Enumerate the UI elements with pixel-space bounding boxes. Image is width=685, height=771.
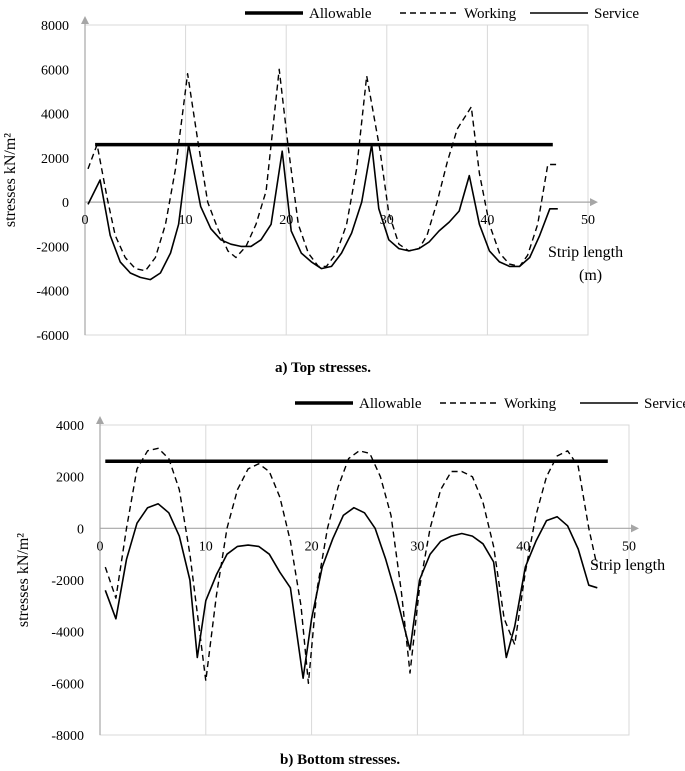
- y-tick-label: -6000: [51, 677, 84, 692]
- series-line-service: [104, 502, 598, 680]
- x-tick-label: 0: [97, 539, 104, 554]
- x-tick-label: 30: [410, 539, 424, 554]
- x-tick-label: 10: [199, 539, 213, 554]
- chart-top-stresses: 0 10 20 30 40 50-6000-4000-200002000400060008…: [2, 6, 639, 376]
- y-tick-label: 2000: [56, 471, 84, 486]
- y-tick-label: 8000: [41, 19, 69, 34]
- y-tick-label: 6000: [41, 63, 69, 78]
- y-axis-label: stresses kN/m²: [15, 533, 32, 627]
- y-tick-label: -2000: [51, 574, 84, 589]
- x-tick-label: 40: [480, 213, 494, 228]
- x-tick-label: 20: [305, 539, 319, 554]
- legend-label: Working: [504, 396, 557, 412]
- legend-label: Allowable: [359, 396, 422, 412]
- y-tick-label: 2000: [41, 152, 69, 167]
- y-tick-label: -2000: [36, 240, 69, 255]
- x-tick-label: 40: [516, 539, 530, 554]
- y-tick-label: 4000: [56, 419, 84, 434]
- x-axis-label: Strip length: [590, 557, 665, 574]
- series-line-service: [87, 143, 558, 281]
- y-tick-label: -4000: [51, 626, 84, 641]
- y-tick-label: -6000: [36, 329, 69, 344]
- y-tick-label: 4000: [41, 108, 69, 123]
- legend-label: Working: [464, 6, 517, 22]
- x-tick-label: 10: [179, 213, 193, 228]
- y-tick-label: -4000: [36, 285, 69, 300]
- x-axis-label: Strip length: [548, 244, 623, 261]
- y-axis-label: stresses kN/m²: [2, 133, 19, 227]
- y-tick-label: -8000: [51, 729, 84, 744]
- legend-label: Service: [644, 396, 685, 412]
- chart-bottom-stresses: 0 10 20 30 40 50 -8000 -6000 -4000 -2000 0 2000 4000…: [15, 396, 685, 768]
- figure-caption: a) Top stresses.: [275, 360, 371, 376]
- figure-caption: b) Bottom stresses.: [280, 752, 400, 768]
- y-tick-label: 0: [77, 522, 84, 537]
- y-tick-label: 0: [62, 196, 69, 211]
- legend-label: Service: [594, 6, 639, 22]
- x-axis-unit: (m): [579, 267, 602, 284]
- x-tick-label: 50: [581, 213, 595, 228]
- series-line-working: [87, 68, 558, 272]
- plot-area: [84, 24, 589, 336]
- legend-label: Allowable: [309, 6, 372, 22]
- series-line-working: [104, 447, 598, 684]
- x-tick-label: 50: [622, 539, 636, 554]
- x-tick-label: 0: [82, 213, 89, 228]
